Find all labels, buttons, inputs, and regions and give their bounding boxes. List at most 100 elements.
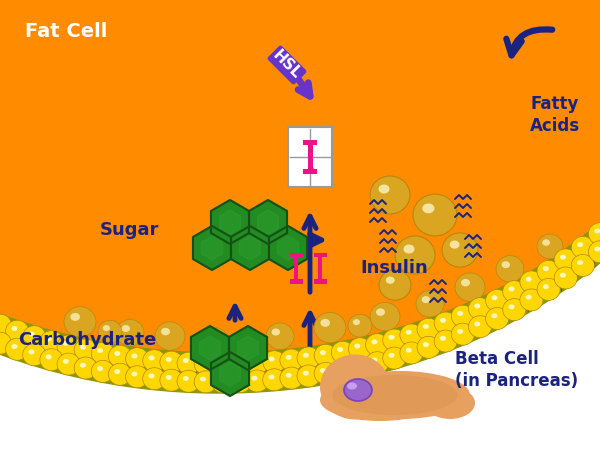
Ellipse shape xyxy=(286,355,292,360)
Ellipse shape xyxy=(229,353,251,375)
Ellipse shape xyxy=(537,260,560,282)
Bar xyxy=(290,252,302,257)
Ellipse shape xyxy=(589,241,600,263)
Ellipse shape xyxy=(442,233,478,267)
Ellipse shape xyxy=(543,284,549,289)
Ellipse shape xyxy=(217,359,223,364)
Ellipse shape xyxy=(166,357,172,362)
Ellipse shape xyxy=(354,361,360,366)
Ellipse shape xyxy=(245,370,269,392)
Ellipse shape xyxy=(434,330,457,352)
Ellipse shape xyxy=(46,354,52,359)
Ellipse shape xyxy=(554,267,577,289)
Ellipse shape xyxy=(23,326,46,348)
Ellipse shape xyxy=(91,361,115,383)
Ellipse shape xyxy=(5,320,29,342)
Bar xyxy=(294,257,298,279)
Ellipse shape xyxy=(194,353,217,375)
Ellipse shape xyxy=(320,355,390,419)
Bar xyxy=(314,252,326,257)
Ellipse shape xyxy=(155,322,185,350)
Ellipse shape xyxy=(286,373,292,378)
Ellipse shape xyxy=(251,376,257,381)
Ellipse shape xyxy=(509,286,515,291)
Text: Sugar: Sugar xyxy=(100,221,160,239)
Ellipse shape xyxy=(0,332,11,354)
Ellipse shape xyxy=(371,357,377,362)
Ellipse shape xyxy=(425,387,475,419)
Ellipse shape xyxy=(143,368,166,390)
Ellipse shape xyxy=(46,336,52,341)
Ellipse shape xyxy=(542,239,550,246)
Ellipse shape xyxy=(160,369,183,391)
Ellipse shape xyxy=(349,338,371,360)
Ellipse shape xyxy=(354,343,360,348)
Polygon shape xyxy=(191,326,229,370)
Polygon shape xyxy=(200,336,220,360)
Ellipse shape xyxy=(64,307,96,337)
Ellipse shape xyxy=(370,176,410,214)
Bar xyxy=(303,169,317,174)
Ellipse shape xyxy=(344,379,372,401)
Ellipse shape xyxy=(194,371,217,393)
Ellipse shape xyxy=(74,357,97,379)
Ellipse shape xyxy=(149,374,155,379)
Ellipse shape xyxy=(202,328,228,352)
Ellipse shape xyxy=(365,352,389,374)
Ellipse shape xyxy=(40,330,63,352)
Polygon shape xyxy=(220,210,241,234)
Ellipse shape xyxy=(303,353,309,358)
Ellipse shape xyxy=(160,351,183,373)
Ellipse shape xyxy=(217,377,223,382)
Polygon shape xyxy=(269,226,307,270)
Ellipse shape xyxy=(263,351,286,373)
Polygon shape xyxy=(249,200,287,244)
Ellipse shape xyxy=(503,281,526,303)
Ellipse shape xyxy=(303,371,309,376)
Ellipse shape xyxy=(423,342,429,347)
Ellipse shape xyxy=(417,318,440,340)
Ellipse shape xyxy=(577,260,583,265)
Ellipse shape xyxy=(560,255,566,260)
Text: Fatty
Acids: Fatty Acids xyxy=(530,95,580,135)
Ellipse shape xyxy=(314,344,337,366)
Ellipse shape xyxy=(91,343,115,365)
Ellipse shape xyxy=(297,347,320,369)
Ellipse shape xyxy=(348,314,372,337)
Ellipse shape xyxy=(451,305,475,327)
Ellipse shape xyxy=(211,353,235,375)
Polygon shape xyxy=(278,236,298,260)
Ellipse shape xyxy=(594,229,600,233)
Ellipse shape xyxy=(234,376,240,381)
Ellipse shape xyxy=(474,304,480,308)
Ellipse shape xyxy=(125,366,149,388)
Ellipse shape xyxy=(543,266,549,271)
Ellipse shape xyxy=(211,371,235,393)
Ellipse shape xyxy=(245,352,269,374)
Ellipse shape xyxy=(269,374,275,379)
Ellipse shape xyxy=(280,367,303,389)
Ellipse shape xyxy=(98,320,122,343)
Ellipse shape xyxy=(347,383,357,389)
Ellipse shape xyxy=(469,298,491,320)
Ellipse shape xyxy=(389,353,395,358)
Bar xyxy=(314,279,326,283)
Ellipse shape xyxy=(149,356,155,361)
Ellipse shape xyxy=(353,319,360,325)
Ellipse shape xyxy=(526,277,532,282)
Ellipse shape xyxy=(29,331,35,336)
Ellipse shape xyxy=(485,290,509,312)
Ellipse shape xyxy=(320,379,440,421)
Ellipse shape xyxy=(571,237,595,259)
Ellipse shape xyxy=(320,368,326,373)
Ellipse shape xyxy=(109,345,131,367)
Ellipse shape xyxy=(383,347,406,369)
Ellipse shape xyxy=(503,299,526,321)
Ellipse shape xyxy=(520,271,543,293)
Ellipse shape xyxy=(416,291,444,317)
Bar xyxy=(308,145,313,169)
Text: Insulin: Insulin xyxy=(360,259,428,277)
Ellipse shape xyxy=(491,313,497,318)
Ellipse shape xyxy=(537,234,563,259)
Ellipse shape xyxy=(417,336,440,358)
